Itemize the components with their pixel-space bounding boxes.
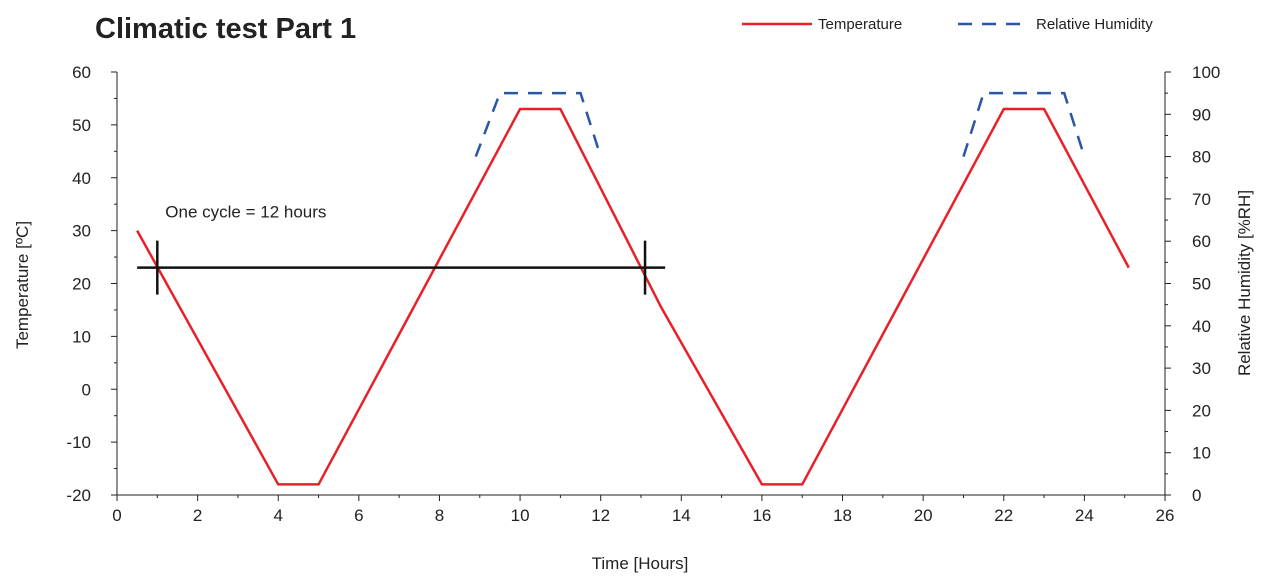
y2-tick-label: 90: [1192, 105, 1211, 124]
y2-tick-label: 20: [1192, 401, 1211, 420]
x-tick-label: 6: [354, 506, 363, 525]
y2-tick-label: 80: [1192, 148, 1211, 167]
y-tick-label: 0: [82, 380, 91, 399]
y2-tick-label: 0: [1192, 486, 1201, 505]
chart-title: Climatic test Part 1: [95, 13, 356, 45]
tick-labels: 0 2 4 6 8 10 12 14 16 18 20 22 24 26-20-1001020304050…: [66, 63, 1220, 525]
y2-tick-label: 70: [1192, 190, 1211, 209]
x-tick-label: 0: [112, 506, 121, 525]
y-tick-label: -20: [66, 486, 91, 505]
y2-tick-label: 30: [1192, 359, 1211, 378]
y2-axis-title: Relative Humidity [%RH]: [1235, 190, 1254, 376]
x-tick-label: 24: [1075, 506, 1094, 525]
y-tick-label: 20: [72, 275, 91, 294]
temperature-line: [136, 107, 1130, 486]
legend-humidity-label: Relative Humidity: [1036, 16, 1153, 33]
humidity-line: [474, 91, 602, 158]
legend: Temperature Relative Humidity: [742, 16, 1153, 33]
x-tick-label: 16: [752, 506, 771, 525]
y-tick-label: 30: [72, 222, 91, 241]
y2-tick-label: 10: [1192, 444, 1211, 463]
cycle-annotation: One cycle = 12 hours: [137, 203, 666, 295]
y-tick-label: 60: [72, 63, 91, 82]
axes: [111, 71, 1171, 501]
y2-tick-label: 40: [1192, 317, 1211, 336]
legend-temperature-label: Temperature: [818, 16, 902, 33]
x-tick-label: 10: [511, 506, 530, 525]
y2-tick-label: 100: [1192, 63, 1220, 82]
y-tick-label: 40: [72, 169, 91, 188]
y2-tick-label: 50: [1192, 275, 1211, 294]
x-tick-label: 26: [1156, 506, 1175, 525]
y-tick-label: -10: [66, 433, 91, 452]
y-tick-label: 50: [72, 116, 91, 135]
x-tick-label: 14: [672, 506, 691, 525]
x-tick-label: 12: [591, 506, 610, 525]
x-tick-label: 8: [435, 506, 444, 525]
x-tick-label: 18: [833, 506, 852, 525]
cycle-annotation-text: One cycle = 12 hours: [165, 203, 326, 222]
x-tick-label: 2: [193, 506, 202, 525]
x-tick-label: 4: [273, 506, 282, 525]
y2-tick-label: 60: [1192, 232, 1211, 251]
y-axis-title: Temperature [ºC]: [13, 221, 32, 349]
x-tick-label: 22: [994, 506, 1013, 525]
humidity-line: [962, 91, 1086, 157]
x-tick-label: 20: [914, 506, 933, 525]
series: [136, 91, 1130, 486]
x-axis-title: Time [Hours]: [592, 554, 689, 573]
y-tick-label: 10: [72, 327, 91, 346]
